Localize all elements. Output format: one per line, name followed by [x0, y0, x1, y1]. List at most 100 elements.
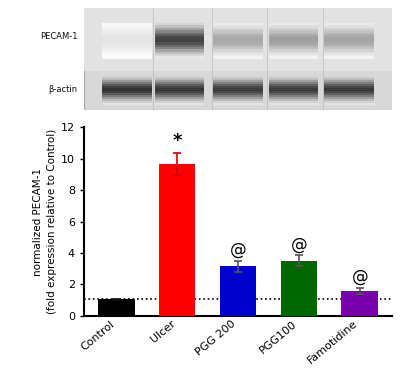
- Bar: [102, 51, 152, 54]
- Bar: [155, 101, 204, 103]
- Bar: [155, 44, 204, 47]
- Bar: [324, 91, 374, 93]
- Bar: [102, 87, 152, 89]
- Bar: [213, 28, 263, 30]
- Bar: [324, 28, 374, 30]
- Bar: [213, 51, 263, 54]
- Bar: [324, 84, 374, 86]
- Bar: [155, 103, 204, 105]
- Bar: [155, 97, 204, 99]
- Bar: [155, 84, 204, 86]
- Bar: [269, 76, 318, 78]
- Bar: [213, 76, 263, 78]
- Bar: [269, 40, 318, 42]
- Bar: [324, 42, 374, 44]
- Bar: [324, 80, 374, 82]
- Bar: [213, 95, 263, 97]
- Bar: [155, 47, 204, 49]
- Bar: [269, 82, 318, 84]
- Bar: [155, 76, 204, 78]
- Bar: [269, 54, 318, 57]
- Bar: [155, 28, 204, 30]
- Bar: [155, 99, 204, 101]
- Bar: [102, 82, 152, 84]
- Bar: [324, 33, 374, 35]
- Bar: [213, 37, 263, 40]
- Bar: [155, 54, 204, 57]
- Bar: [213, 103, 263, 105]
- Bar: [102, 101, 152, 103]
- Bar: [269, 30, 318, 33]
- Bar: [324, 23, 374, 25]
- Bar: [324, 44, 374, 47]
- Bar: [324, 93, 374, 95]
- Bar: [269, 91, 318, 93]
- Bar: [213, 82, 263, 84]
- Bar: [213, 93, 263, 95]
- Bar: [159, 164, 195, 316]
- Bar: [324, 87, 374, 89]
- Bar: [213, 78, 263, 80]
- Bar: [213, 47, 263, 49]
- Bar: [213, 57, 263, 59]
- Bar: [102, 47, 152, 49]
- Bar: [102, 89, 152, 91]
- Bar: [102, 57, 152, 59]
- Bar: [102, 42, 152, 44]
- Bar: [324, 101, 374, 103]
- Bar: [213, 30, 263, 33]
- Bar: [324, 35, 374, 37]
- Bar: [213, 80, 263, 82]
- Bar: [155, 89, 204, 91]
- Bar: [269, 86, 318, 87]
- Bar: [102, 76, 152, 78]
- Bar: [102, 40, 152, 42]
- Bar: [155, 23, 204, 25]
- Bar: [213, 33, 263, 35]
- Bar: [98, 300, 134, 316]
- Bar: [102, 54, 152, 57]
- Bar: [155, 78, 204, 80]
- Bar: [324, 97, 374, 99]
- Bar: [220, 266, 256, 316]
- Bar: [269, 103, 318, 105]
- Bar: [102, 33, 152, 35]
- Bar: [102, 49, 152, 51]
- Bar: [324, 86, 374, 87]
- Bar: [155, 35, 204, 37]
- Bar: [324, 51, 374, 54]
- Bar: [269, 78, 318, 80]
- Bar: [155, 33, 204, 35]
- Bar: [102, 93, 152, 95]
- Bar: [155, 51, 204, 54]
- Bar: [155, 91, 204, 93]
- Text: @: @: [290, 236, 307, 254]
- Bar: [269, 57, 318, 59]
- Bar: [269, 87, 318, 89]
- Bar: [269, 42, 318, 44]
- Bar: [324, 30, 374, 33]
- Text: @: @: [352, 268, 368, 286]
- Bar: [213, 35, 263, 37]
- Bar: [269, 93, 318, 95]
- Bar: [213, 25, 263, 28]
- Bar: [342, 291, 378, 316]
- Bar: [155, 86, 204, 87]
- Y-axis label: normalized PECAM-1
(fold expression relative to Control): normalized PECAM-1 (fold expression rela…: [33, 129, 57, 314]
- Bar: [213, 49, 263, 51]
- Bar: [269, 80, 318, 82]
- Bar: [155, 30, 204, 33]
- Bar: [324, 40, 374, 42]
- Bar: [102, 28, 152, 30]
- Bar: [102, 91, 152, 93]
- Bar: [102, 86, 152, 87]
- Bar: [155, 93, 204, 95]
- Text: *: *: [172, 132, 182, 150]
- Bar: [269, 51, 318, 54]
- Bar: [102, 35, 152, 37]
- FancyBboxPatch shape: [84, 8, 392, 110]
- Bar: [155, 80, 204, 82]
- Bar: [269, 28, 318, 30]
- Bar: [324, 37, 374, 40]
- Text: @: @: [230, 241, 246, 259]
